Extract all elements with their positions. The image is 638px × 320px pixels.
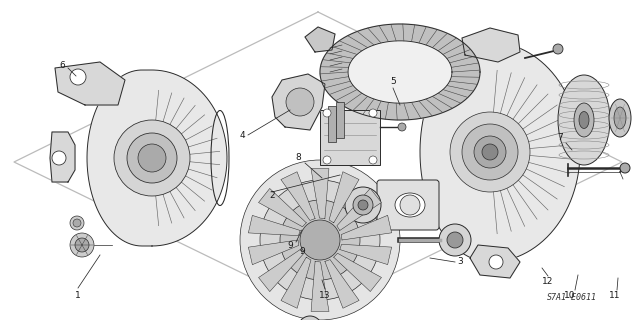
Circle shape bbox=[620, 163, 630, 173]
Ellipse shape bbox=[614, 107, 626, 129]
Circle shape bbox=[398, 123, 406, 131]
Polygon shape bbox=[281, 257, 311, 308]
Circle shape bbox=[553, 44, 563, 54]
Circle shape bbox=[489, 255, 503, 269]
Polygon shape bbox=[334, 253, 382, 292]
Polygon shape bbox=[55, 62, 125, 105]
Text: 13: 13 bbox=[319, 291, 330, 300]
Circle shape bbox=[260, 180, 380, 300]
Polygon shape bbox=[305, 27, 335, 52]
Ellipse shape bbox=[574, 103, 594, 137]
Circle shape bbox=[323, 156, 331, 164]
Circle shape bbox=[474, 136, 506, 168]
Polygon shape bbox=[248, 215, 300, 236]
Circle shape bbox=[400, 195, 420, 215]
Circle shape bbox=[73, 219, 81, 227]
Circle shape bbox=[358, 200, 368, 210]
Circle shape bbox=[70, 69, 86, 85]
Circle shape bbox=[286, 88, 314, 116]
Circle shape bbox=[353, 195, 373, 215]
Polygon shape bbox=[311, 169, 329, 219]
Polygon shape bbox=[320, 24, 480, 120]
Polygon shape bbox=[281, 172, 315, 220]
Ellipse shape bbox=[395, 193, 425, 217]
Circle shape bbox=[345, 187, 381, 223]
FancyBboxPatch shape bbox=[320, 110, 380, 165]
Text: 2: 2 bbox=[269, 190, 275, 199]
Circle shape bbox=[52, 151, 66, 165]
Polygon shape bbox=[258, 188, 306, 227]
Circle shape bbox=[127, 133, 177, 183]
Circle shape bbox=[70, 233, 94, 257]
Polygon shape bbox=[348, 41, 452, 103]
Polygon shape bbox=[337, 188, 382, 230]
FancyBboxPatch shape bbox=[377, 180, 439, 230]
Circle shape bbox=[323, 109, 331, 117]
Circle shape bbox=[240, 160, 400, 320]
Polygon shape bbox=[470, 245, 520, 278]
Ellipse shape bbox=[579, 111, 589, 129]
Circle shape bbox=[447, 232, 463, 248]
Circle shape bbox=[369, 109, 377, 117]
Text: 8: 8 bbox=[295, 154, 301, 163]
Circle shape bbox=[439, 224, 471, 256]
Text: 1: 1 bbox=[75, 291, 81, 300]
Circle shape bbox=[450, 112, 530, 192]
Circle shape bbox=[70, 216, 84, 230]
Text: 10: 10 bbox=[564, 291, 575, 300]
Text: 7: 7 bbox=[557, 133, 563, 142]
FancyBboxPatch shape bbox=[336, 102, 344, 138]
Text: 3: 3 bbox=[457, 258, 463, 267]
Text: 12: 12 bbox=[542, 277, 554, 286]
Polygon shape bbox=[258, 250, 303, 292]
Polygon shape bbox=[50, 132, 75, 182]
Polygon shape bbox=[272, 74, 325, 130]
Polygon shape bbox=[329, 172, 359, 223]
Text: 4: 4 bbox=[239, 131, 245, 140]
Polygon shape bbox=[462, 28, 520, 62]
Circle shape bbox=[482, 144, 498, 160]
Text: 6: 6 bbox=[59, 60, 65, 69]
Polygon shape bbox=[87, 70, 227, 246]
Polygon shape bbox=[341, 215, 392, 240]
Text: 9: 9 bbox=[287, 241, 293, 250]
Circle shape bbox=[138, 144, 166, 172]
Text: 11: 11 bbox=[609, 291, 621, 300]
Polygon shape bbox=[311, 261, 329, 311]
Polygon shape bbox=[420, 42, 580, 262]
Polygon shape bbox=[248, 240, 299, 265]
Polygon shape bbox=[325, 260, 359, 308]
Polygon shape bbox=[340, 244, 392, 265]
Ellipse shape bbox=[609, 99, 631, 137]
Text: S7A1-E0611: S7A1-E0611 bbox=[547, 293, 597, 302]
Ellipse shape bbox=[558, 75, 610, 165]
Circle shape bbox=[114, 120, 190, 196]
Circle shape bbox=[462, 124, 518, 180]
FancyBboxPatch shape bbox=[328, 106, 336, 142]
Text: 5: 5 bbox=[390, 77, 396, 86]
Circle shape bbox=[369, 156, 377, 164]
Circle shape bbox=[280, 200, 360, 280]
Text: 9: 9 bbox=[299, 247, 305, 257]
Circle shape bbox=[298, 316, 322, 320]
Circle shape bbox=[75, 238, 89, 252]
Circle shape bbox=[300, 220, 340, 260]
